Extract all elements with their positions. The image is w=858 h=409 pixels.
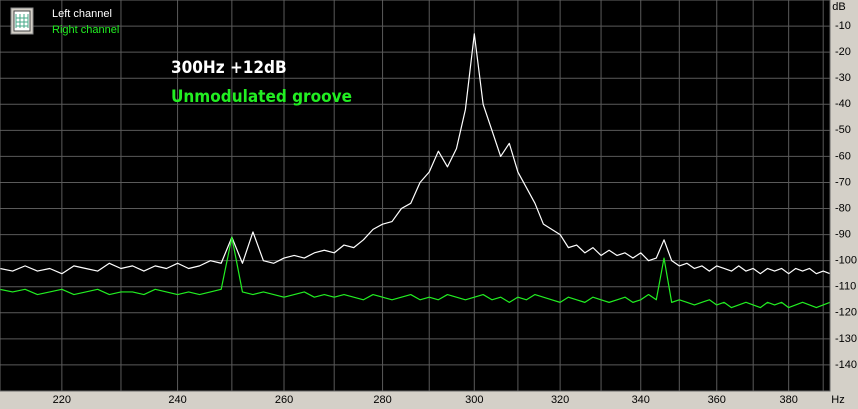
x-tick-label: 360 <box>708 394 726 406</box>
y-tick-label: -10 <box>835 20 851 32</box>
legend-label: Left channel <box>52 8 112 20</box>
y-tick-label: -30 <box>835 72 851 84</box>
plot-area <box>0 0 830 391</box>
y-tick-label: -130 <box>835 333 857 345</box>
y-unit: dB <box>832 1 845 13</box>
x-unit: Hz <box>831 394 844 406</box>
y-tick-label: -70 <box>835 176 851 188</box>
y-tick-label: -50 <box>835 124 851 136</box>
y-tick-label: -120 <box>835 307 857 319</box>
x-tick-label: 320 <box>551 394 569 406</box>
x-tick-label: 280 <box>373 394 391 406</box>
legend: Left channel Right channel <box>10 7 119 36</box>
x-tick-label: 380 <box>779 394 797 406</box>
annotation: Unmodulated groove <box>171 87 352 107</box>
legend-icon-grid <box>15 14 29 28</box>
y-tick-label: -40 <box>835 98 851 110</box>
series-line <box>0 33 831 275</box>
x-tick-label: 340 <box>632 394 650 406</box>
annotation: 300Hz +12dB <box>171 58 287 78</box>
x-tick-label: 220 <box>53 394 71 406</box>
y-tick-label: -60 <box>835 150 851 162</box>
plot-border <box>0 0 831 392</box>
y-tick-label: -110 <box>835 281 856 293</box>
x-tick-label: 260 <box>275 394 293 406</box>
series-line <box>0 236 831 309</box>
y-tick-label: -80 <box>835 202 851 214</box>
legend-label: Right channel <box>52 24 119 36</box>
y-tick-label: -140 <box>835 359 857 371</box>
x-tick-label: 300 <box>465 394 483 406</box>
y-tick-label: -100 <box>835 255 857 267</box>
x-tick-label: 240 <box>168 394 186 406</box>
y-tick-label: -20 <box>835 46 851 58</box>
y-tick-label: -90 <box>835 229 851 241</box>
